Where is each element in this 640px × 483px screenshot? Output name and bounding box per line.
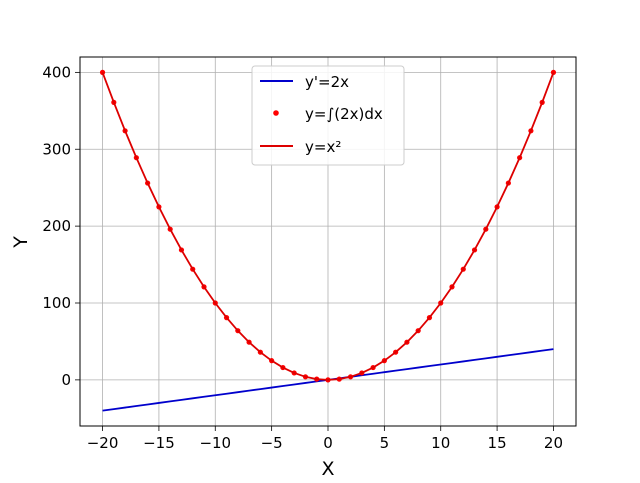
legend-swatch-integral — [273, 110, 279, 116]
x-tick-label: 0 — [323, 434, 333, 452]
y-tick-label: 300 — [42, 140, 71, 158]
x-axis-label: X — [321, 458, 334, 479]
y-tick-label: 200 — [42, 217, 71, 235]
x-tick-label: −15 — [143, 434, 175, 452]
y-tick-label: 100 — [42, 294, 71, 312]
x-tick-label: 10 — [431, 434, 450, 452]
plot-series — [99, 69, 557, 412]
legend-box — [251, 65, 405, 166]
y-tick-label: 400 — [42, 63, 71, 81]
x-tick-label: −10 — [199, 434, 231, 452]
square-line — [101, 72, 555, 381]
x-tick-label: 5 — [380, 434, 390, 452]
legend: y'=2x y=∫(2x)dx y=x² — [251, 65, 405, 166]
y-axis-label: Y — [10, 236, 32, 249]
legend-label-integral: y=∫(2x)dx — [305, 105, 383, 123]
legend-label-square: y=x² — [305, 138, 341, 156]
x-tick-label: 15 — [488, 434, 507, 452]
legend-label-derivative: y'=2x — [305, 73, 349, 91]
x-tick-label: −20 — [87, 434, 119, 452]
y-tick-label: 0 — [61, 371, 71, 389]
x-tick-label: −5 — [261, 434, 283, 452]
x-tick-label: 20 — [544, 434, 563, 452]
